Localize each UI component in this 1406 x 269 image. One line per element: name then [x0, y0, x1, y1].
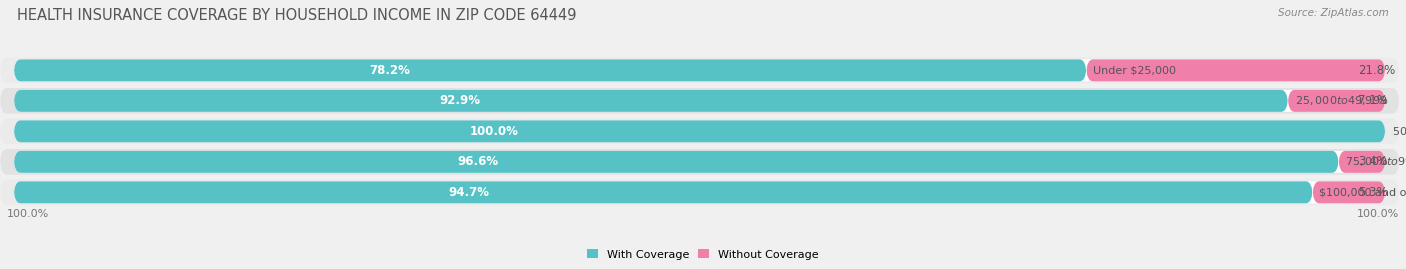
Text: 3.4%: 3.4%	[1358, 155, 1388, 168]
Text: 5.3%: 5.3%	[1358, 186, 1388, 199]
Text: 100.0%: 100.0%	[7, 209, 49, 219]
Text: $100,000 and over: $100,000 and over	[1319, 187, 1406, 197]
Text: $25,000 to $49,999: $25,000 to $49,999	[1295, 94, 1388, 107]
FancyBboxPatch shape	[1339, 151, 1385, 173]
FancyBboxPatch shape	[1288, 90, 1385, 112]
FancyBboxPatch shape	[0, 88, 1399, 114]
FancyBboxPatch shape	[14, 151, 1339, 173]
FancyBboxPatch shape	[14, 181, 1385, 203]
FancyBboxPatch shape	[1313, 181, 1385, 203]
Text: 100.0%: 100.0%	[1357, 209, 1399, 219]
Legend: With Coverage, Without Coverage: With Coverage, Without Coverage	[588, 249, 818, 260]
FancyBboxPatch shape	[0, 149, 1399, 175]
Text: 92.9%: 92.9%	[439, 94, 481, 107]
FancyBboxPatch shape	[14, 59, 1087, 81]
FancyBboxPatch shape	[1087, 59, 1385, 81]
FancyBboxPatch shape	[0, 179, 1399, 205]
FancyBboxPatch shape	[14, 59, 1385, 81]
Text: 94.7%: 94.7%	[449, 186, 489, 199]
Text: $75,000 to $99,999: $75,000 to $99,999	[1346, 155, 1406, 168]
FancyBboxPatch shape	[14, 120, 1385, 142]
FancyBboxPatch shape	[14, 151, 1385, 173]
Text: 7.1%: 7.1%	[1358, 94, 1388, 107]
FancyBboxPatch shape	[0, 119, 1399, 144]
FancyBboxPatch shape	[0, 58, 1399, 83]
Text: $50,000 to $74,999: $50,000 to $74,999	[1392, 125, 1406, 138]
FancyBboxPatch shape	[14, 90, 1288, 112]
FancyBboxPatch shape	[14, 181, 1313, 203]
Text: HEALTH INSURANCE COVERAGE BY HOUSEHOLD INCOME IN ZIP CODE 64449: HEALTH INSURANCE COVERAGE BY HOUSEHOLD I…	[17, 8, 576, 23]
Text: 96.6%: 96.6%	[457, 155, 498, 168]
Text: 78.2%: 78.2%	[368, 64, 409, 77]
FancyBboxPatch shape	[14, 120, 1385, 142]
FancyBboxPatch shape	[14, 90, 1385, 112]
Text: 100.0%: 100.0%	[470, 125, 519, 138]
Text: 21.8%: 21.8%	[1358, 64, 1395, 77]
Text: Source: ZipAtlas.com: Source: ZipAtlas.com	[1278, 8, 1389, 18]
Text: Under $25,000: Under $25,000	[1092, 65, 1177, 75]
